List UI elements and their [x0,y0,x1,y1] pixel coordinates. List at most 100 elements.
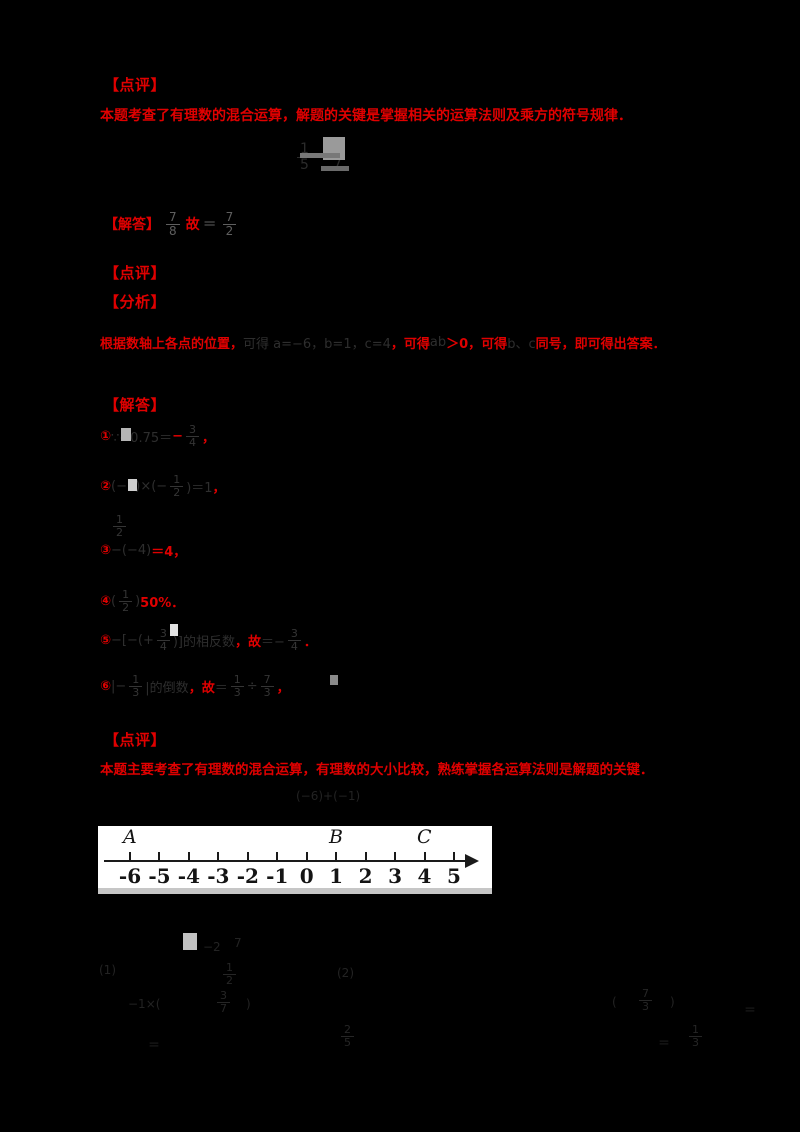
red-text-segment: ② [100,478,112,494]
math-text-segment: ( [111,593,117,609]
numberline-arrow-icon [465,854,479,868]
red-text-segment: 同号，即可得出答案． [535,337,666,352]
tick-mark [276,852,279,861]
fraction-numerator: 7 [639,988,652,1001]
math-text-segment: (−2)×(− [111,478,168,494]
section-label-answer-2: 【解答】 [104,396,167,414]
tick-label: 5 [446,864,461,888]
list-item-2: ② (−2)×(− 1 2)＝1， [100,474,226,498]
math-fragment: ＝ [744,1003,757,1017]
tick-mark [335,852,338,861]
math-text-segment: ＝ [202,217,217,234]
red-text-segment: ， [276,680,290,696]
tick-mark [364,852,367,861]
gray-speck [321,166,349,171]
red-text-segment: ③ [100,543,112,558]
math-fragment: (2) [337,966,354,980]
fraction-denominator: 4 [290,639,298,653]
fraction-denominator: 3 [132,685,140,699]
red-text-segment: ． [303,634,317,650]
math-fragment: −2 [203,940,221,954]
numberline-bottom-strip [98,888,492,894]
tick-mark [217,852,220,861]
fraction-numerator: 1 [689,1024,702,1037]
math-text-segment: −[−(+ [111,632,154,648]
point-label-B: B [329,826,343,848]
tick-label: 0 [299,864,314,888]
fraction-numerator: 3 [287,628,301,641]
tick-mark [129,852,131,861]
math-text-segment: )＝1 [186,480,213,496]
math-fragment: ) [246,997,251,1011]
section-label-comment-3: 【点评】 [104,731,167,749]
gray-speck [128,479,137,491]
red-text-segment: − [172,428,184,444]
tick-label: 2 [358,864,373,888]
math-text-segment: ＝ [214,680,228,696]
numberline-figure: A B C -6 -5 -4 -3 -2 -1 0 1 2 3 4 5 [98,826,492,894]
list-item-5: ⑤ −[−(+ 3 4)]的相反数 ，故 ＝− 3 4 ． [100,628,317,652]
fraction-numerator: 1 [223,962,236,975]
fraction-denominator: 3 [692,1035,699,1049]
red-text-segment: ＝4， [151,545,187,560]
fraction-denominator: 7 [220,1001,227,1015]
point-label-A: A [123,826,137,848]
fraction-denominator: 2 [226,973,233,987]
math-fragment: ＝ [658,1036,671,1050]
section-label-comment-2: 【点评】 [104,264,167,282]
fraction-numerator: 3 [217,990,230,1003]
math-fragment: −1×( [128,997,161,1011]
tick-label: -5 [148,864,171,888]
math-fragment: ) [670,995,675,1009]
red-text-segment: ， [212,480,226,496]
fraction-numerator: 2 [341,1024,354,1037]
fraction-denominator: 2 [122,600,130,614]
math-text-segment: )]的相反数 [172,634,235,650]
tick-mark [423,852,426,861]
math-fragment: ＝ [148,1038,161,1052]
fraction-numerator: 1 [230,674,244,687]
tick-mark [452,852,455,861]
red-text-segment: 【解答】 [104,217,160,234]
fraction-denominator: 2 [173,485,181,499]
tick-label: 3 [388,864,402,888]
analysis-line: 根据数轴上各点的位置， 可得 a=−6，b=1，c=4 ，可得 ab ＞0，可得 b… [100,333,666,352]
tick-label: -4 [177,864,200,888]
gray-speck [170,624,178,636]
fraction-denominator: 3 [642,999,649,1013]
section-label-analysis: 【分析】 [104,293,167,311]
red-text-segment: ，可得 [390,337,430,352]
tick-label: -2 [236,864,259,888]
red-text-segment: 根据数轴上各点的位置， [100,337,244,352]
tick-label: -3 [207,864,230,888]
fraction-denominator: 3 [233,685,241,699]
math-text-segment: ) [135,593,141,609]
red-text-segment: 50%． [140,595,185,611]
fraction-numerator: 1 [119,589,133,602]
tick-label: 4 [417,864,432,888]
math-fragment: (1) [99,963,116,977]
list-item-4: ④(1 2) 50%． [100,589,184,613]
fraction-numerator: 1 [170,474,184,487]
fraction-denominator: 4 [159,639,167,653]
fraction-denominator: 8 [169,223,177,238]
numberline-axis [104,860,468,862]
section-label-comment-1: 【点评】 [104,76,167,94]
fraction-numerator: 1 [129,674,143,687]
red-text-segment: ④ [100,593,112,609]
gray-speck [330,675,338,685]
red-text-segment: ⑥ [100,678,112,694]
